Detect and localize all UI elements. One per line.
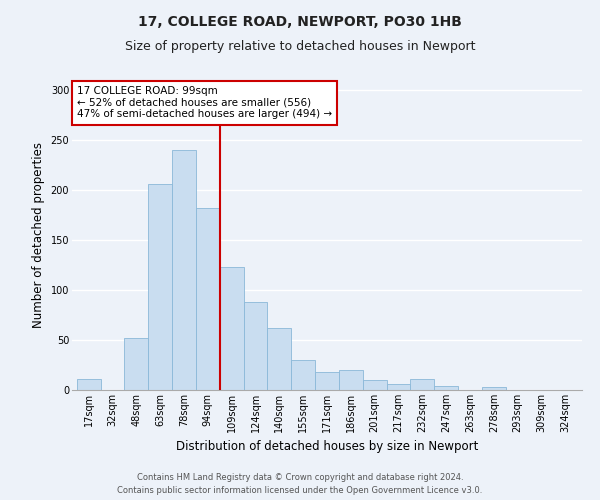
Bar — [124, 338, 148, 390]
Bar — [315, 372, 339, 390]
Text: Contains HM Land Registry data © Crown copyright and database right 2024.
Contai: Contains HM Land Registry data © Crown c… — [118, 474, 482, 495]
Bar — [220, 267, 244, 390]
Y-axis label: Number of detached properties: Number of detached properties — [32, 142, 45, 328]
Bar — [363, 380, 386, 390]
Bar — [434, 386, 458, 390]
Bar — [291, 360, 315, 390]
Bar — [196, 208, 220, 390]
Text: Size of property relative to detached houses in Newport: Size of property relative to detached ho… — [125, 40, 475, 53]
Text: 17 COLLEGE ROAD: 99sqm
← 52% of detached houses are smaller (556)
47% of semi-de: 17 COLLEGE ROAD: 99sqm ← 52% of detached… — [77, 86, 332, 120]
Bar — [339, 370, 363, 390]
Bar — [386, 384, 410, 390]
Bar — [77, 379, 101, 390]
Bar — [244, 302, 268, 390]
Bar — [482, 387, 506, 390]
Text: 17, COLLEGE ROAD, NEWPORT, PO30 1HB: 17, COLLEGE ROAD, NEWPORT, PO30 1HB — [138, 15, 462, 29]
X-axis label: Distribution of detached houses by size in Newport: Distribution of detached houses by size … — [176, 440, 478, 454]
Bar — [268, 328, 291, 390]
Bar — [410, 379, 434, 390]
Bar — [148, 184, 172, 390]
Bar — [172, 150, 196, 390]
